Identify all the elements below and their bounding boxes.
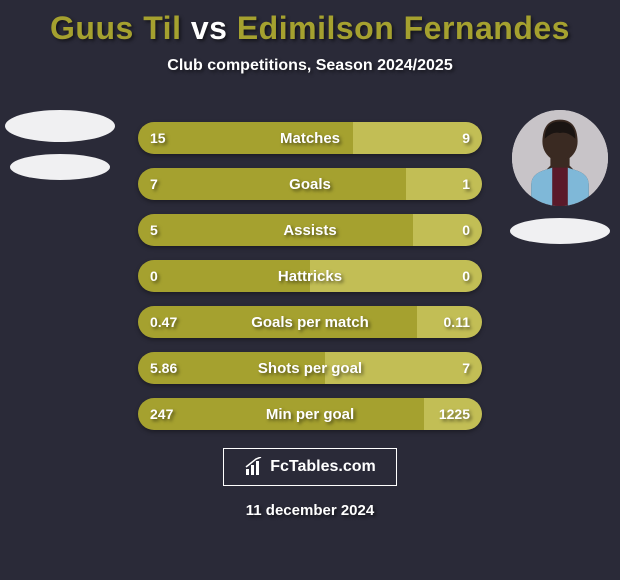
stat-label: Assists bbox=[138, 214, 482, 246]
stat-value-right: 1 bbox=[462, 168, 470, 200]
stat-value-right: 0 bbox=[462, 214, 470, 246]
stat-value-left: 0.47 bbox=[150, 306, 177, 338]
player2-photo-icon bbox=[512, 110, 608, 206]
footer-date: 11 december 2024 bbox=[0, 502, 620, 519]
brand-text: FcTables.com bbox=[270, 458, 376, 476]
stat-row: Goals per match0.47 0.11 bbox=[138, 306, 482, 338]
stat-label: Matches bbox=[138, 122, 482, 154]
stat-value-left: 247 bbox=[150, 398, 173, 430]
stat-value-right: 9 bbox=[462, 122, 470, 154]
stat-label: Min per goal bbox=[138, 398, 482, 430]
stat-label: Goals bbox=[138, 168, 482, 200]
brand-chart-icon bbox=[244, 457, 264, 477]
stat-value-right: 1225 bbox=[439, 398, 470, 430]
player2-team-placeholder bbox=[510, 218, 610, 244]
stat-value-right: 0 bbox=[462, 260, 470, 292]
player2-avatar-block bbox=[500, 110, 620, 244]
stat-value-right: 7 bbox=[462, 352, 470, 384]
brand-badge: FcTables.com bbox=[223, 448, 397, 486]
stats-bars: Matches159Goals71Assists50Hattricks00Goa… bbox=[138, 122, 482, 430]
stat-value-left: 0 bbox=[150, 260, 158, 292]
subtitle: Club competitions, Season 2024/2025 bbox=[0, 57, 620, 75]
stat-label: Hattricks bbox=[138, 260, 482, 292]
stat-row: Goals7 1 bbox=[138, 168, 482, 200]
comparison-title: Guus Til vs Edimilson Fernandes bbox=[0, 0, 620, 47]
stat-value-right: 0.11 bbox=[444, 306, 470, 338]
stat-row: Hattricks0 0 bbox=[138, 260, 482, 292]
player1-team-placeholder bbox=[10, 154, 110, 180]
vs-text: vs bbox=[191, 10, 228, 46]
stat-value-left: 7 bbox=[150, 168, 158, 200]
player1-avatar-block bbox=[0, 110, 120, 180]
stat-label: Shots per goal bbox=[138, 352, 482, 384]
stat-value-left: 5.86 bbox=[150, 352, 177, 384]
stat-row: Min per goal247 1225 bbox=[138, 398, 482, 430]
stat-row: Matches15 9 bbox=[138, 122, 482, 154]
stat-row: Shots per goal5.86 7 bbox=[138, 352, 482, 384]
stat-value-left: 15 bbox=[150, 122, 166, 154]
stat-value-left: 5 bbox=[150, 214, 158, 246]
player2-name: Edimilson Fernandes bbox=[237, 10, 570, 46]
player2-avatar bbox=[512, 110, 608, 206]
stat-row: Assists5 0 bbox=[138, 214, 482, 246]
stat-label: Goals per match bbox=[138, 306, 482, 338]
player1-name: Guus Til bbox=[50, 10, 181, 46]
player1-avatar-placeholder bbox=[5, 110, 115, 142]
